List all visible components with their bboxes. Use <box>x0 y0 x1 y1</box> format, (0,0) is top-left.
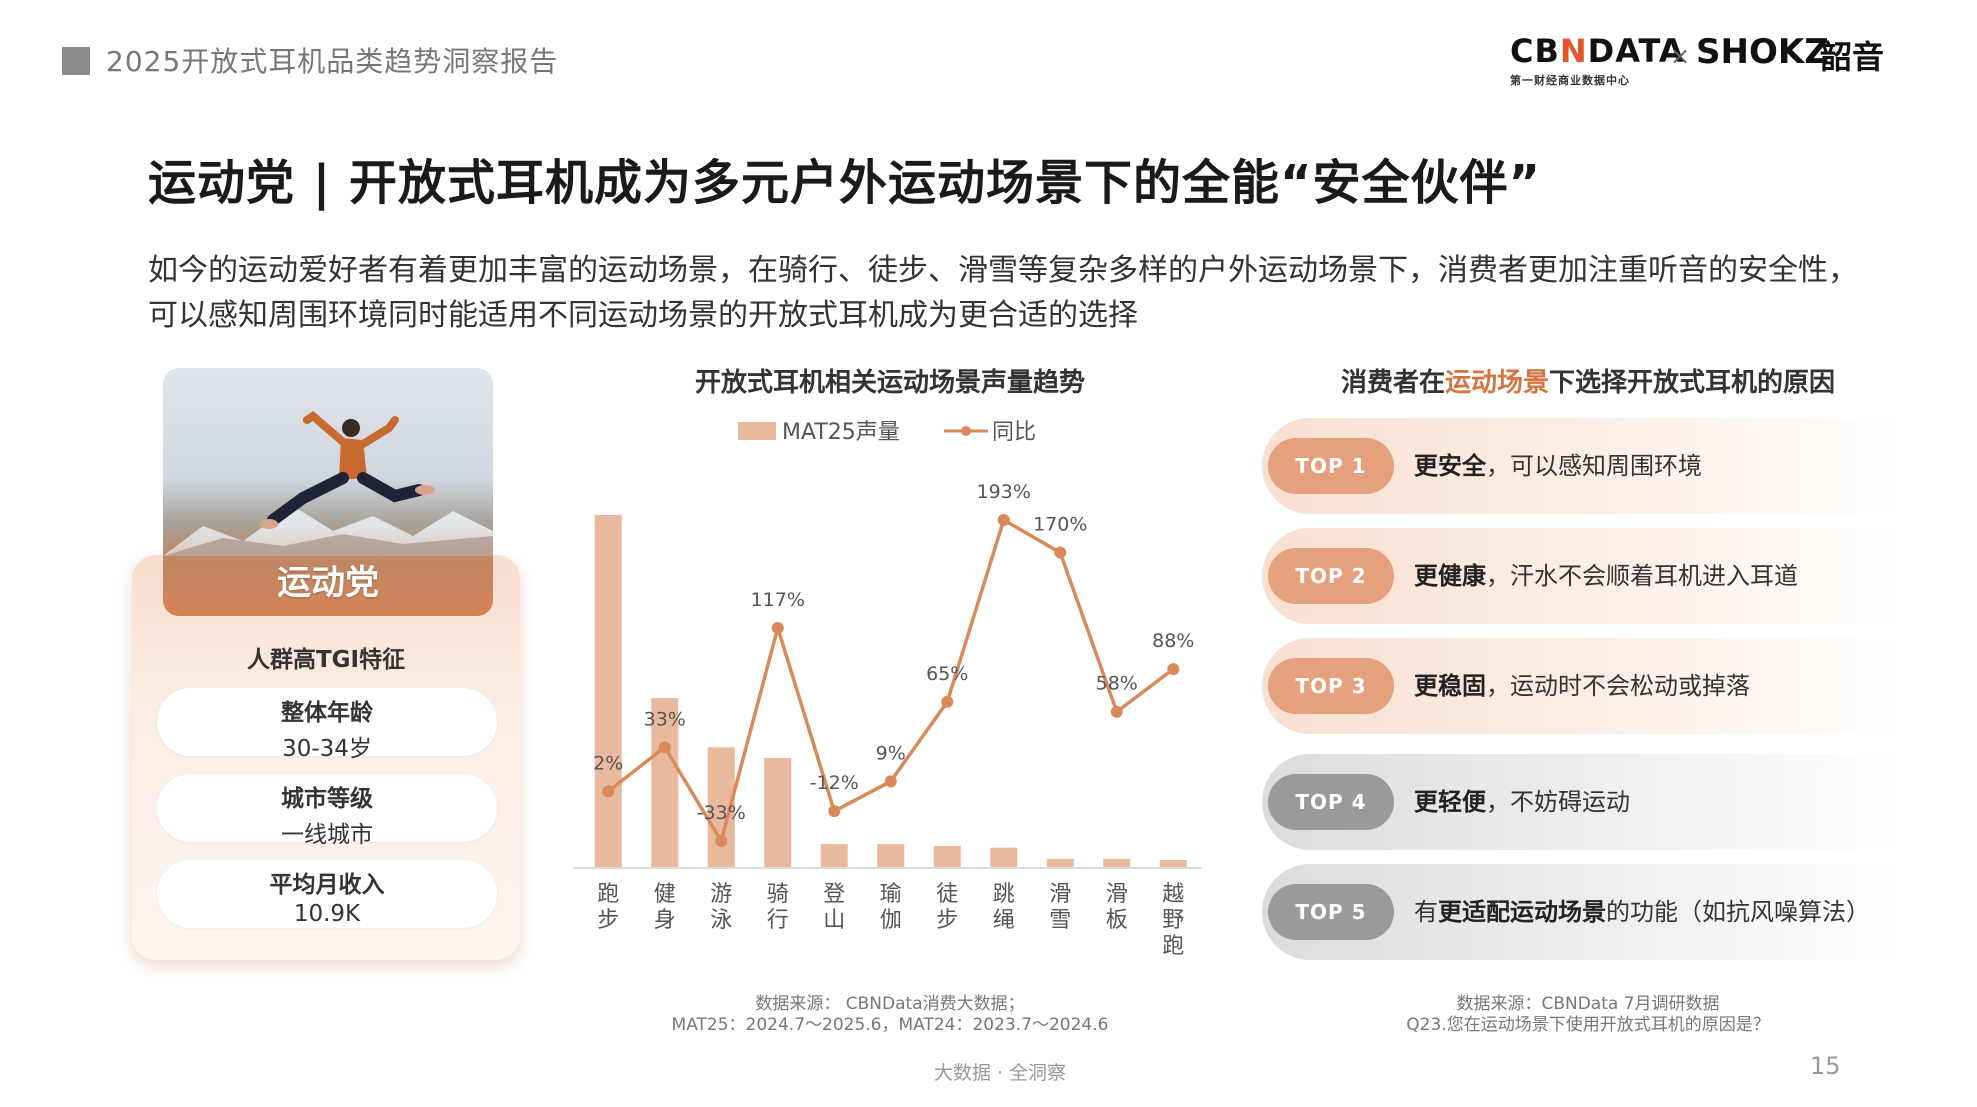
x-tick-label: 滑板 <box>1106 882 1128 933</box>
feature-value: 10.9K <box>293 901 361 927</box>
rank-badge: TOP 5 <box>1268 884 1394 940</box>
chart-source: 数据来源： CBNData消费大数据； MAT25：2024.7～2025.6，… <box>671 994 1109 1035</box>
yoy-point <box>715 835 728 847</box>
legend-line-marker <box>961 426 971 436</box>
feature-value: 30-34岁 <box>282 736 372 762</box>
cbndata-logo-subtitle: 第一财经商业数据中心 <box>1510 74 1630 87</box>
reason-item: TOP 3 更稳固，运动时不会松动或掉落 <box>1262 638 1902 734</box>
chart-bar <box>1046 858 1074 867</box>
yoy-point <box>1167 663 1180 676</box>
rank-badge: TOP 3 <box>1268 658 1394 714</box>
reasons-source: 数据来源：CBNData 7月调研数据 Q23.您在运动场景下使用开放式耳机的原… <box>1406 994 1770 1035</box>
reason-text: 更轻便，不妨碍运动 <box>1414 788 1630 816</box>
reason-item: TOP 2 更健康，汗水不会顺着耳机进入耳道 <box>1262 528 1902 624</box>
runner-figure-icon <box>260 410 435 529</box>
yoy-data-label: 193% <box>977 481 1031 503</box>
runner-photo <box>163 368 493 616</box>
reason-text: 更健康，汗水不会顺着耳机进入耳道 <box>1414 562 1798 590</box>
yoy-data-label: -33% <box>697 802 746 824</box>
feature-income: 平均月收入 10.9K <box>157 860 497 928</box>
partner-logos: CBNDATA 第一财经商业数据中心 × SHOKZ 韶音 <box>1510 30 1890 90</box>
legend-bar-label: MAT25声量 <box>782 420 900 445</box>
chart-bar <box>933 845 961 867</box>
chart-bar <box>990 847 1018 867</box>
chart-bar <box>1103 858 1131 867</box>
intro-paragraph: 如今的运动爱好者有着更加丰富的运动场景，在骑行、徒步、滑雪等复杂多样的户外运动场… <box>148 253 1858 333</box>
chart-bar <box>877 844 905 867</box>
shokz-logo: SHOKZ <box>1696 32 1829 72</box>
x-tick-label: 跑步 <box>597 882 619 933</box>
collab-times-icon: × <box>1670 42 1691 70</box>
x-tick-label: 骑行 <box>767 882 789 933</box>
yoy-point <box>884 775 897 788</box>
x-tick-label: 越野跑 <box>1162 882 1184 959</box>
x-tick-label: 徒步 <box>936 882 958 933</box>
yoy-data-label: 88% <box>1152 630 1194 652</box>
persona-label: 运动党 <box>277 563 379 603</box>
reason-item: TOP 1 更安全，可以感知周围环境 <box>1262 418 1902 514</box>
tgi-title: 人群高TGI特征 <box>246 647 406 673</box>
x-tick-label: 游泳 <box>710 882 732 933</box>
report-title: 2025开放式耳机品类趋势洞察报告 <box>106 45 559 78</box>
yoy-point <box>997 514 1010 526</box>
yoy-data-label: 58% <box>1096 673 1138 695</box>
yoy-point <box>658 741 671 754</box>
page-number: 15 <box>1810 1052 1841 1080</box>
yoy-data-label: -12% <box>810 772 859 794</box>
shokz-logo-cn: 韶音 <box>1820 38 1885 76</box>
feature-city: 城市等级 一线城市 <box>157 774 497 848</box>
reason-text: 有更适配运动场景的功能（如抗风噪算法） <box>1414 898 1870 926</box>
yoy-data-label: 65% <box>926 663 968 685</box>
chart-bar <box>1159 859 1187 867</box>
cbndata-logo: CBNDATA <box>1510 32 1685 70</box>
x-tick-label: 跳绳 <box>993 882 1015 933</box>
rank-badge: TOP 4 <box>1268 774 1394 830</box>
reason-text: 更稳固，运动时不会松动或掉落 <box>1414 672 1750 700</box>
chart-bar <box>651 698 679 867</box>
feature-age: 整体年龄 30-34岁 <box>157 688 497 762</box>
yoy-point <box>1054 546 1067 559</box>
yoy-point <box>941 695 954 708</box>
yoy-point <box>771 621 784 634</box>
rank-badge: TOP 1 <box>1268 438 1394 494</box>
reason-item: TOP 4 更轻便，不妨碍运动 <box>1262 754 1902 850</box>
yoy-data-label: 117% <box>751 589 805 611</box>
reasons-title: 消费者在运动场景下选择开放式耳机的原因 <box>1340 368 1836 398</box>
legend-bar-swatch <box>738 422 776 440</box>
yoy-point <box>1110 705 1123 718</box>
header-square-icon <box>62 47 90 75</box>
chart-title: 开放式耳机相关运动场景声量趋势 <box>694 368 1085 398</box>
reason-text: 更安全，可以感知周围环境 <box>1414 452 1702 480</box>
yoy-point <box>828 805 841 818</box>
chart-bar <box>820 844 848 867</box>
chart-bar <box>764 757 792 867</box>
reason-item: TOP 5 有更适配运动场景的功能（如抗风噪算法） <box>1262 864 1902 960</box>
feature-label: 平均月收入 <box>269 872 385 898</box>
chart-bar <box>594 515 622 867</box>
feature-value: 一线城市 <box>281 822 373 848</box>
footer-tagline: 大数据 · 全洞察 <box>933 1062 1067 1084</box>
yoy-line <box>607 518 1175 843</box>
yoy-point <box>602 785 615 798</box>
x-tick-label: 登山 <box>823 882 845 933</box>
x-tick-label: 滑雪 <box>1049 882 1071 933</box>
yoy-data-label: 33% <box>644 708 686 730</box>
feature-label: 城市等级 <box>281 786 373 812</box>
rank-badge: TOP 2 <box>1268 548 1394 604</box>
x-tick-label: 瑜伽 <box>880 882 902 933</box>
yoy-data-label: 170% <box>1033 514 1087 536</box>
legend-line-label: 同比 <box>992 420 1036 445</box>
yoy-data-label: 2% <box>593 752 623 774</box>
page-title: 运动党 | 开放式耳机成为多元户外运动场景下的全能“安全伙伴” <box>148 155 1542 211</box>
feature-label: 整体年龄 <box>281 700 373 726</box>
x-tick-label: 健身 <box>654 882 676 933</box>
yoy-data-label: 9% <box>876 742 906 764</box>
